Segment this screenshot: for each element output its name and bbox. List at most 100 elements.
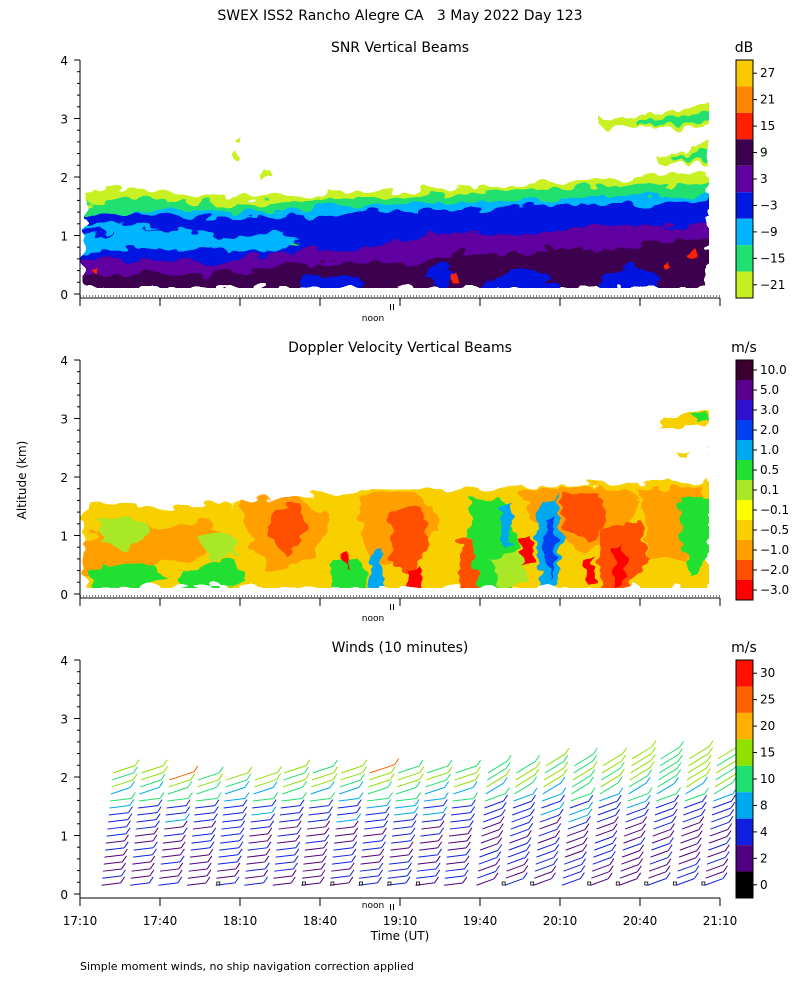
wind-profile [272,759,311,886]
wind-barb-flag [612,823,618,830]
ytick-label: 3 [60,713,68,727]
wind-barb-flag [383,820,389,827]
colorbar-label: 5.0 [760,383,779,397]
wind-barb-flag [646,794,651,802]
wind-barb-flag [610,851,616,858]
wind-barb-flag [727,823,733,830]
vel-upper-green [690,412,709,422]
wind-barb-flag [293,855,299,863]
wind-barb [333,847,353,851]
xtick-label: 18:10 [223,914,258,928]
vel-darkorange-patches [270,494,650,588]
wind-barb-flag [213,813,218,820]
wind-barb [677,863,697,872]
wind-barb [710,821,730,830]
wind-barb [450,819,471,823]
wind-barb [713,782,733,795]
wind-barb [686,774,707,788]
wind-barb-flag [702,776,708,784]
wind-barb [487,760,508,774]
wind-barb [422,812,444,816]
wind-barb [626,800,647,809]
wind-barb [601,767,621,781]
wind-barb-flag [246,773,252,781]
wind-barb-flag [241,813,247,820]
wind-barb-flag [562,768,568,776]
wind-barb-flag [679,740,685,748]
wind-barb-flag [532,776,538,784]
wind-barb-flag [351,855,356,863]
wind-barb-flag [272,781,278,788]
snr-upper-green [84,186,709,216]
wind-barb-flag [616,794,622,802]
wind-barb-flag [649,761,655,768]
wind-barb [168,779,192,788]
wind-barb-flag [356,813,362,820]
wind-barb [543,774,564,788]
wind-barb [487,767,507,781]
wind-barb [447,847,467,851]
wind-barb [133,847,154,851]
wind-barb [217,868,236,872]
wind-barb [226,772,249,781]
wind-barb-flag [587,808,593,816]
wind-barb-flag [505,762,511,769]
wind-barb [394,812,415,816]
wind-barb [599,793,619,802]
wind-barb [593,849,613,858]
wind-barb-flag [611,844,617,851]
wind-barb-flag [588,776,594,784]
wind-barb-flag [674,777,679,784]
winds-axes: 0 1 2 3 4 17:10 17:40 18:10 18:40 19:10 19:40 20:1… [60,654,737,943]
wind-barb-flag [496,851,502,858]
colorbar-swatch [736,165,753,193]
wind-barb-flag [356,806,361,813]
wind-barb [420,833,440,837]
wind-barb [112,772,134,781]
wind-barb [339,786,360,795]
wind-barb [713,793,734,802]
wind-barb [306,833,326,837]
wind-barb-flag [638,851,644,858]
wind-barb [561,878,581,886]
wind-barb-flag [693,872,699,879]
wind-barb [139,786,160,795]
colorbar-label: −0.1 [760,503,789,517]
wind-barb-flag [708,740,714,748]
wind-barb-flag [676,769,682,776]
wind-barb [568,814,588,823]
ytick-label: 1 [60,530,68,544]
snr-colorbar-unit: dB [735,40,754,56]
wind-barb [542,782,562,795]
colorbar-swatch [736,380,753,400]
wind-barb-flag [210,834,216,842]
wind-barb-flag [319,876,325,884]
wind-barb-flag [418,759,424,767]
wind-barb-flag [295,834,301,842]
wind-barb [359,875,379,879]
wind-barb [649,857,669,865]
wind-barb [658,760,679,774]
wind-barb [112,765,136,774]
wind-barb [169,771,195,781]
wind-barb [134,840,154,844]
wind-barb-flag [439,820,445,828]
wind-barb-flag [695,858,701,865]
wind-calm-marker [701,881,706,886]
wind-profile [501,754,541,886]
wind-barb [307,819,328,823]
wind-barb-flag [524,851,530,858]
snr-colorbar: 27 21 15 9 3 −3 −9 −15 −21 [735,59,785,299]
wind-barb-flag [294,848,300,856]
wind-barb [110,787,131,795]
wind-barb-flag [528,816,534,823]
wind-barb [536,842,556,851]
wind-barb [651,843,670,851]
wind-barb [338,798,360,802]
wind-barb-flag [704,787,710,795]
wind-barb [280,805,301,809]
wind-barb-flag [153,827,159,835]
colorbar-swatch [736,112,753,140]
wind-barb [336,812,357,816]
wind-barb-flag [443,792,449,799]
